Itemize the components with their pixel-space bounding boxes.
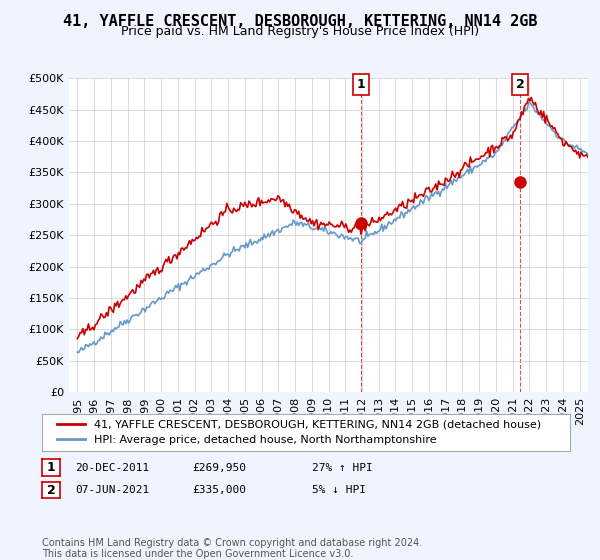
Text: 2: 2 <box>47 483 55 497</box>
Text: 07-JUN-2021: 07-JUN-2021 <box>75 485 149 495</box>
Text: 5% ↓ HPI: 5% ↓ HPI <box>312 485 366 495</box>
Text: 1: 1 <box>47 461 55 474</box>
Text: £269,950: £269,950 <box>192 463 246 473</box>
Text: 41, YAFFLE CRESCENT, DESBOROUGH, KETTERING, NN14 2GB: 41, YAFFLE CRESCENT, DESBOROUGH, KETTERI… <box>63 14 537 29</box>
Text: 1: 1 <box>356 78 365 91</box>
Text: Price paid vs. HM Land Registry's House Price Index (HPI): Price paid vs. HM Land Registry's House … <box>121 25 479 38</box>
Text: 2: 2 <box>516 78 524 91</box>
Legend: 41, YAFFLE CRESCENT, DESBOROUGH, KETTERING, NN14 2GB (detached house), HPI: Aver: 41, YAFFLE CRESCENT, DESBOROUGH, KETTERI… <box>53 416 545 450</box>
Text: £335,000: £335,000 <box>192 485 246 495</box>
Text: 20-DEC-2011: 20-DEC-2011 <box>75 463 149 473</box>
Text: Contains HM Land Registry data © Crown copyright and database right 2024.
This d: Contains HM Land Registry data © Crown c… <box>42 538 422 559</box>
Text: 27% ↑ HPI: 27% ↑ HPI <box>312 463 373 473</box>
